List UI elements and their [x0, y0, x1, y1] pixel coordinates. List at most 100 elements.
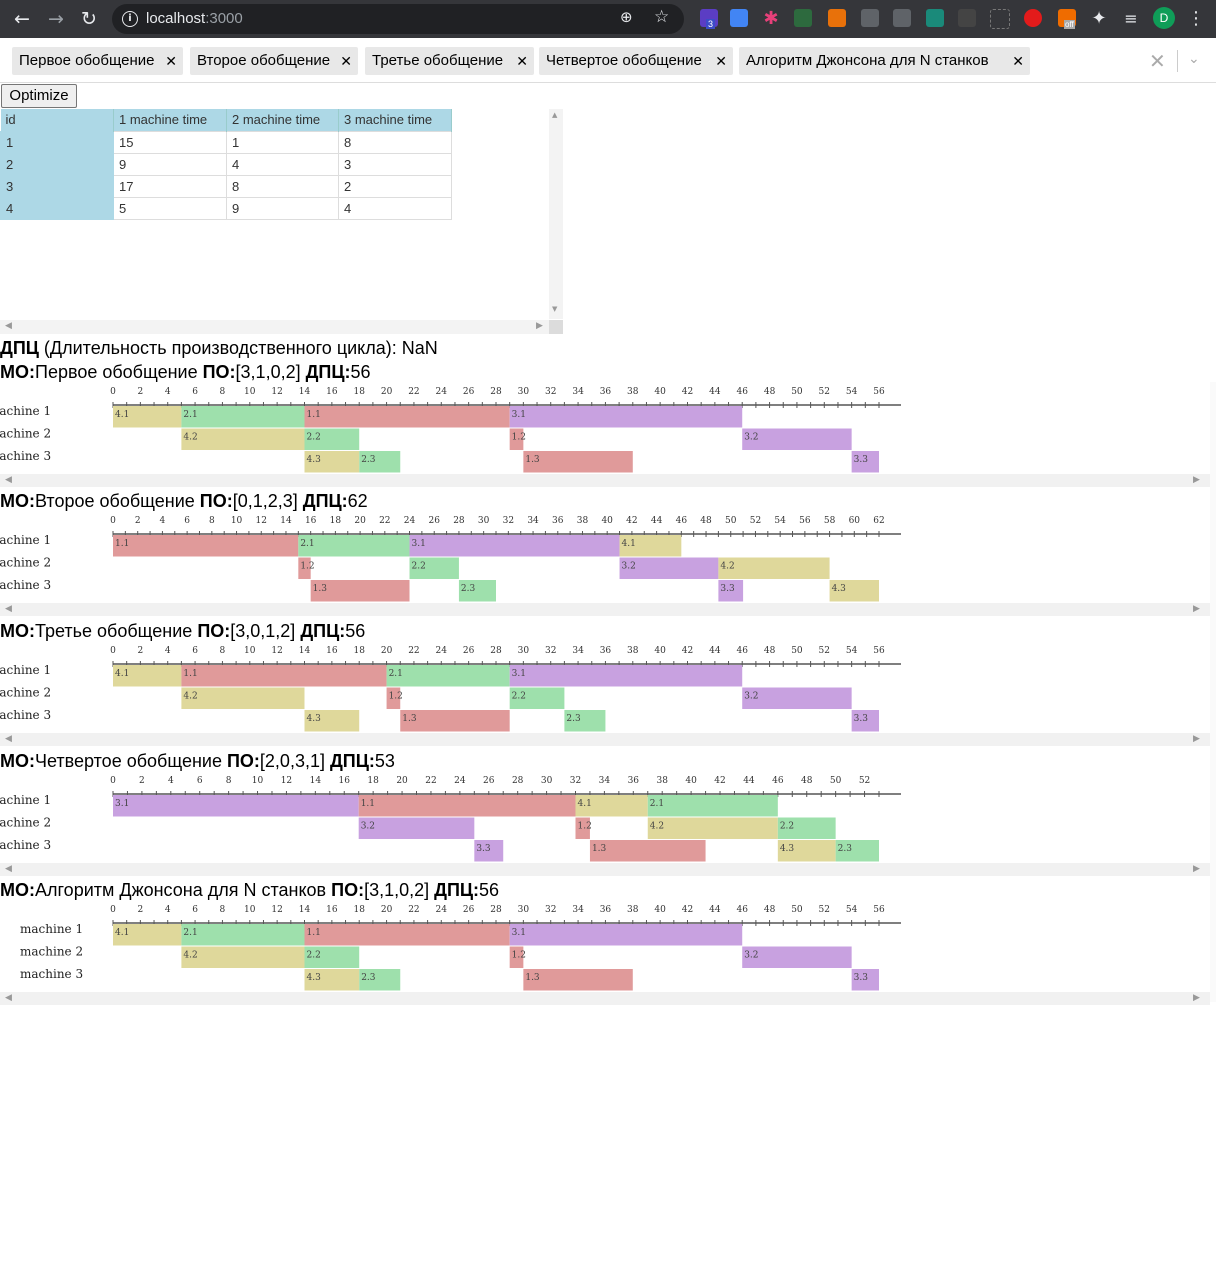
close-icon[interactable]: ✕: [715, 53, 727, 69]
cell[interactable]: 3: [338, 152, 452, 176]
address-bar[interactable]: i localhost:3000 ⊕ ☆: [112, 4, 684, 34]
task-bar[interactable]: [304, 451, 360, 473]
close-icon[interactable]: ✕: [516, 53, 528, 69]
tab-first-generalization[interactable]: Первое обобщение ✕: [12, 47, 183, 75]
cell[interactable]: 4: [226, 152, 339, 176]
task-bar[interactable]: [835, 840, 879, 862]
page-vertical-scrollbar[interactable]: [1210, 382, 1216, 1002]
scroll-left-icon[interactable]: ◀: [5, 321, 12, 331]
bookmark-star-icon[interactable]: ☆: [654, 7, 670, 27]
close-icon[interactable]: ✕: [1012, 53, 1024, 69]
task-bar[interactable]: [742, 428, 852, 451]
cell[interactable]: 1: [226, 130, 339, 154]
task-bar[interactable]: [575, 817, 590, 840]
task-bar[interactable]: [400, 710, 510, 732]
adblock-icon[interactable]: [1024, 9, 1042, 27]
task-bar[interactable]: [113, 924, 182, 946]
task-bar[interactable]: [181, 946, 305, 969]
task-bar[interactable]: [829, 580, 879, 602]
chart-horizontal-scrollbar[interactable]: ◀ ▶: [0, 474, 1210, 487]
task-bar[interactable]: [359, 451, 401, 473]
extension-icon[interactable]: off: [1058, 9, 1076, 29]
clear-all-icon[interactable]: ✕: [1149, 49, 1166, 73]
task-bar[interactable]: [458, 580, 496, 602]
task-bar[interactable]: [298, 557, 311, 580]
close-icon[interactable]: ✕: [165, 53, 177, 69]
tab-fourth-generalization[interactable]: Четвертое обобщение ✕: [539, 47, 733, 75]
task-bar[interactable]: [523, 451, 633, 473]
task-bar[interactable]: [113, 406, 182, 428]
scroll-left-icon[interactable]: ◀: [5, 734, 12, 744]
task-bar[interactable]: [304, 710, 360, 732]
task-bar[interactable]: [113, 795, 359, 817]
site-info-icon[interactable]: i: [122, 11, 138, 27]
cell[interactable]: 9: [226, 196, 339, 220]
media-control-icon[interactable]: ≡: [1124, 9, 1138, 28]
cell[interactable]: 8: [226, 174, 339, 198]
task-bar[interactable]: [181, 665, 387, 687]
menu-dots-icon[interactable]: ⋮: [1187, 8, 1205, 29]
cell[interactable]: 2: [338, 174, 452, 198]
scroll-right-icon[interactable]: ▶: [1193, 475, 1200, 485]
grid-horizontal-scrollbar[interactable]: ◀ ▶: [0, 320, 549, 334]
scroll-right-icon[interactable]: ▶: [1193, 604, 1200, 614]
scroll-down-icon[interactable]: ▼: [552, 305, 558, 313]
scroll-left-icon[interactable]: ◀: [5, 864, 12, 874]
task-bar[interactable]: [509, 428, 524, 451]
back-arrow-icon[interactable]: ←: [14, 8, 30, 30]
id-cell[interactable]: 3: [0, 174, 114, 198]
cell[interactable]: 15: [113, 130, 227, 154]
optimize-button[interactable]: Optimize: [1, 84, 77, 108]
cell[interactable]: 8: [338, 130, 452, 154]
grid-vertical-scrollbar[interactable]: ▲ ▼: [549, 109, 563, 319]
task-bar[interactable]: [851, 451, 879, 473]
task-bar[interactable]: [509, 687, 565, 710]
task-bar[interactable]: [718, 557, 830, 580]
task-bar[interactable]: [851, 710, 879, 732]
scroll-left-icon[interactable]: ◀: [5, 475, 12, 485]
tab-second-generalization[interactable]: Второе обобщение ✕: [190, 47, 358, 75]
chart-horizontal-scrollbar[interactable]: ◀ ▶: [0, 863, 1210, 876]
scroll-right-icon[interactable]: ▶: [1193, 734, 1200, 744]
puzzle-icon[interactable]: ✦: [1091, 8, 1107, 29]
task-bar[interactable]: [851, 969, 879, 991]
task-bar[interactable]: [304, 946, 360, 969]
task-bar[interactable]: [619, 535, 682, 557]
task-bar[interactable]: [386, 687, 401, 710]
task-bar[interactable]: [777, 817, 836, 840]
task-bar[interactable]: [181, 924, 305, 946]
tab-johnson-algorithm[interactable]: Алгоритм Джонсона для N станков ✕: [739, 47, 1030, 75]
task-bar[interactable]: [181, 428, 305, 451]
cell[interactable]: 17: [113, 174, 227, 198]
task-bar[interactable]: [181, 406, 305, 428]
extension-icon[interactable]: [893, 9, 911, 27]
id-cell[interactable]: 2: [0, 152, 114, 176]
task-bar[interactable]: [359, 969, 401, 991]
chevron-down-icon[interactable]: ⌄: [1188, 51, 1200, 67]
extension-icon[interactable]: [990, 9, 1010, 29]
cell[interactable]: 5: [113, 196, 227, 220]
task-bar[interactable]: [474, 840, 504, 862]
avatar[interactable]: D: [1153, 7, 1175, 29]
scroll-up-icon[interactable]: ▲: [552, 111, 558, 119]
task-bar[interactable]: [181, 687, 305, 710]
task-bar[interactable]: [509, 924, 743, 946]
task-bar[interactable]: [409, 557, 459, 580]
column-header-machine1[interactable]: 1 machine time: [113, 109, 227, 131]
task-bar[interactable]: [304, 924, 510, 946]
task-bar[interactable]: [647, 817, 778, 840]
chart-horizontal-scrollbar[interactable]: ◀ ▶: [0, 733, 1210, 746]
scroll-right-icon[interactable]: ▶: [1193, 993, 1200, 1003]
reload-icon[interactable]: ↻: [81, 8, 97, 30]
task-bar[interactable]: [589, 840, 706, 862]
zoom-icon[interactable]: ⊕: [620, 8, 633, 26]
cell[interactable]: 4: [338, 196, 452, 220]
column-header-id[interactable]: id: [0, 109, 114, 131]
s-extension-icon[interactable]: [926, 9, 944, 27]
task-bar[interactable]: [509, 665, 743, 687]
cell[interactable]: 9: [113, 152, 227, 176]
task-bar[interactable]: [358, 817, 475, 840]
extension-icon[interactable]: [861, 9, 879, 27]
task-bar[interactable]: [575, 795, 648, 817]
scroll-right-icon[interactable]: ▶: [1193, 864, 1200, 874]
